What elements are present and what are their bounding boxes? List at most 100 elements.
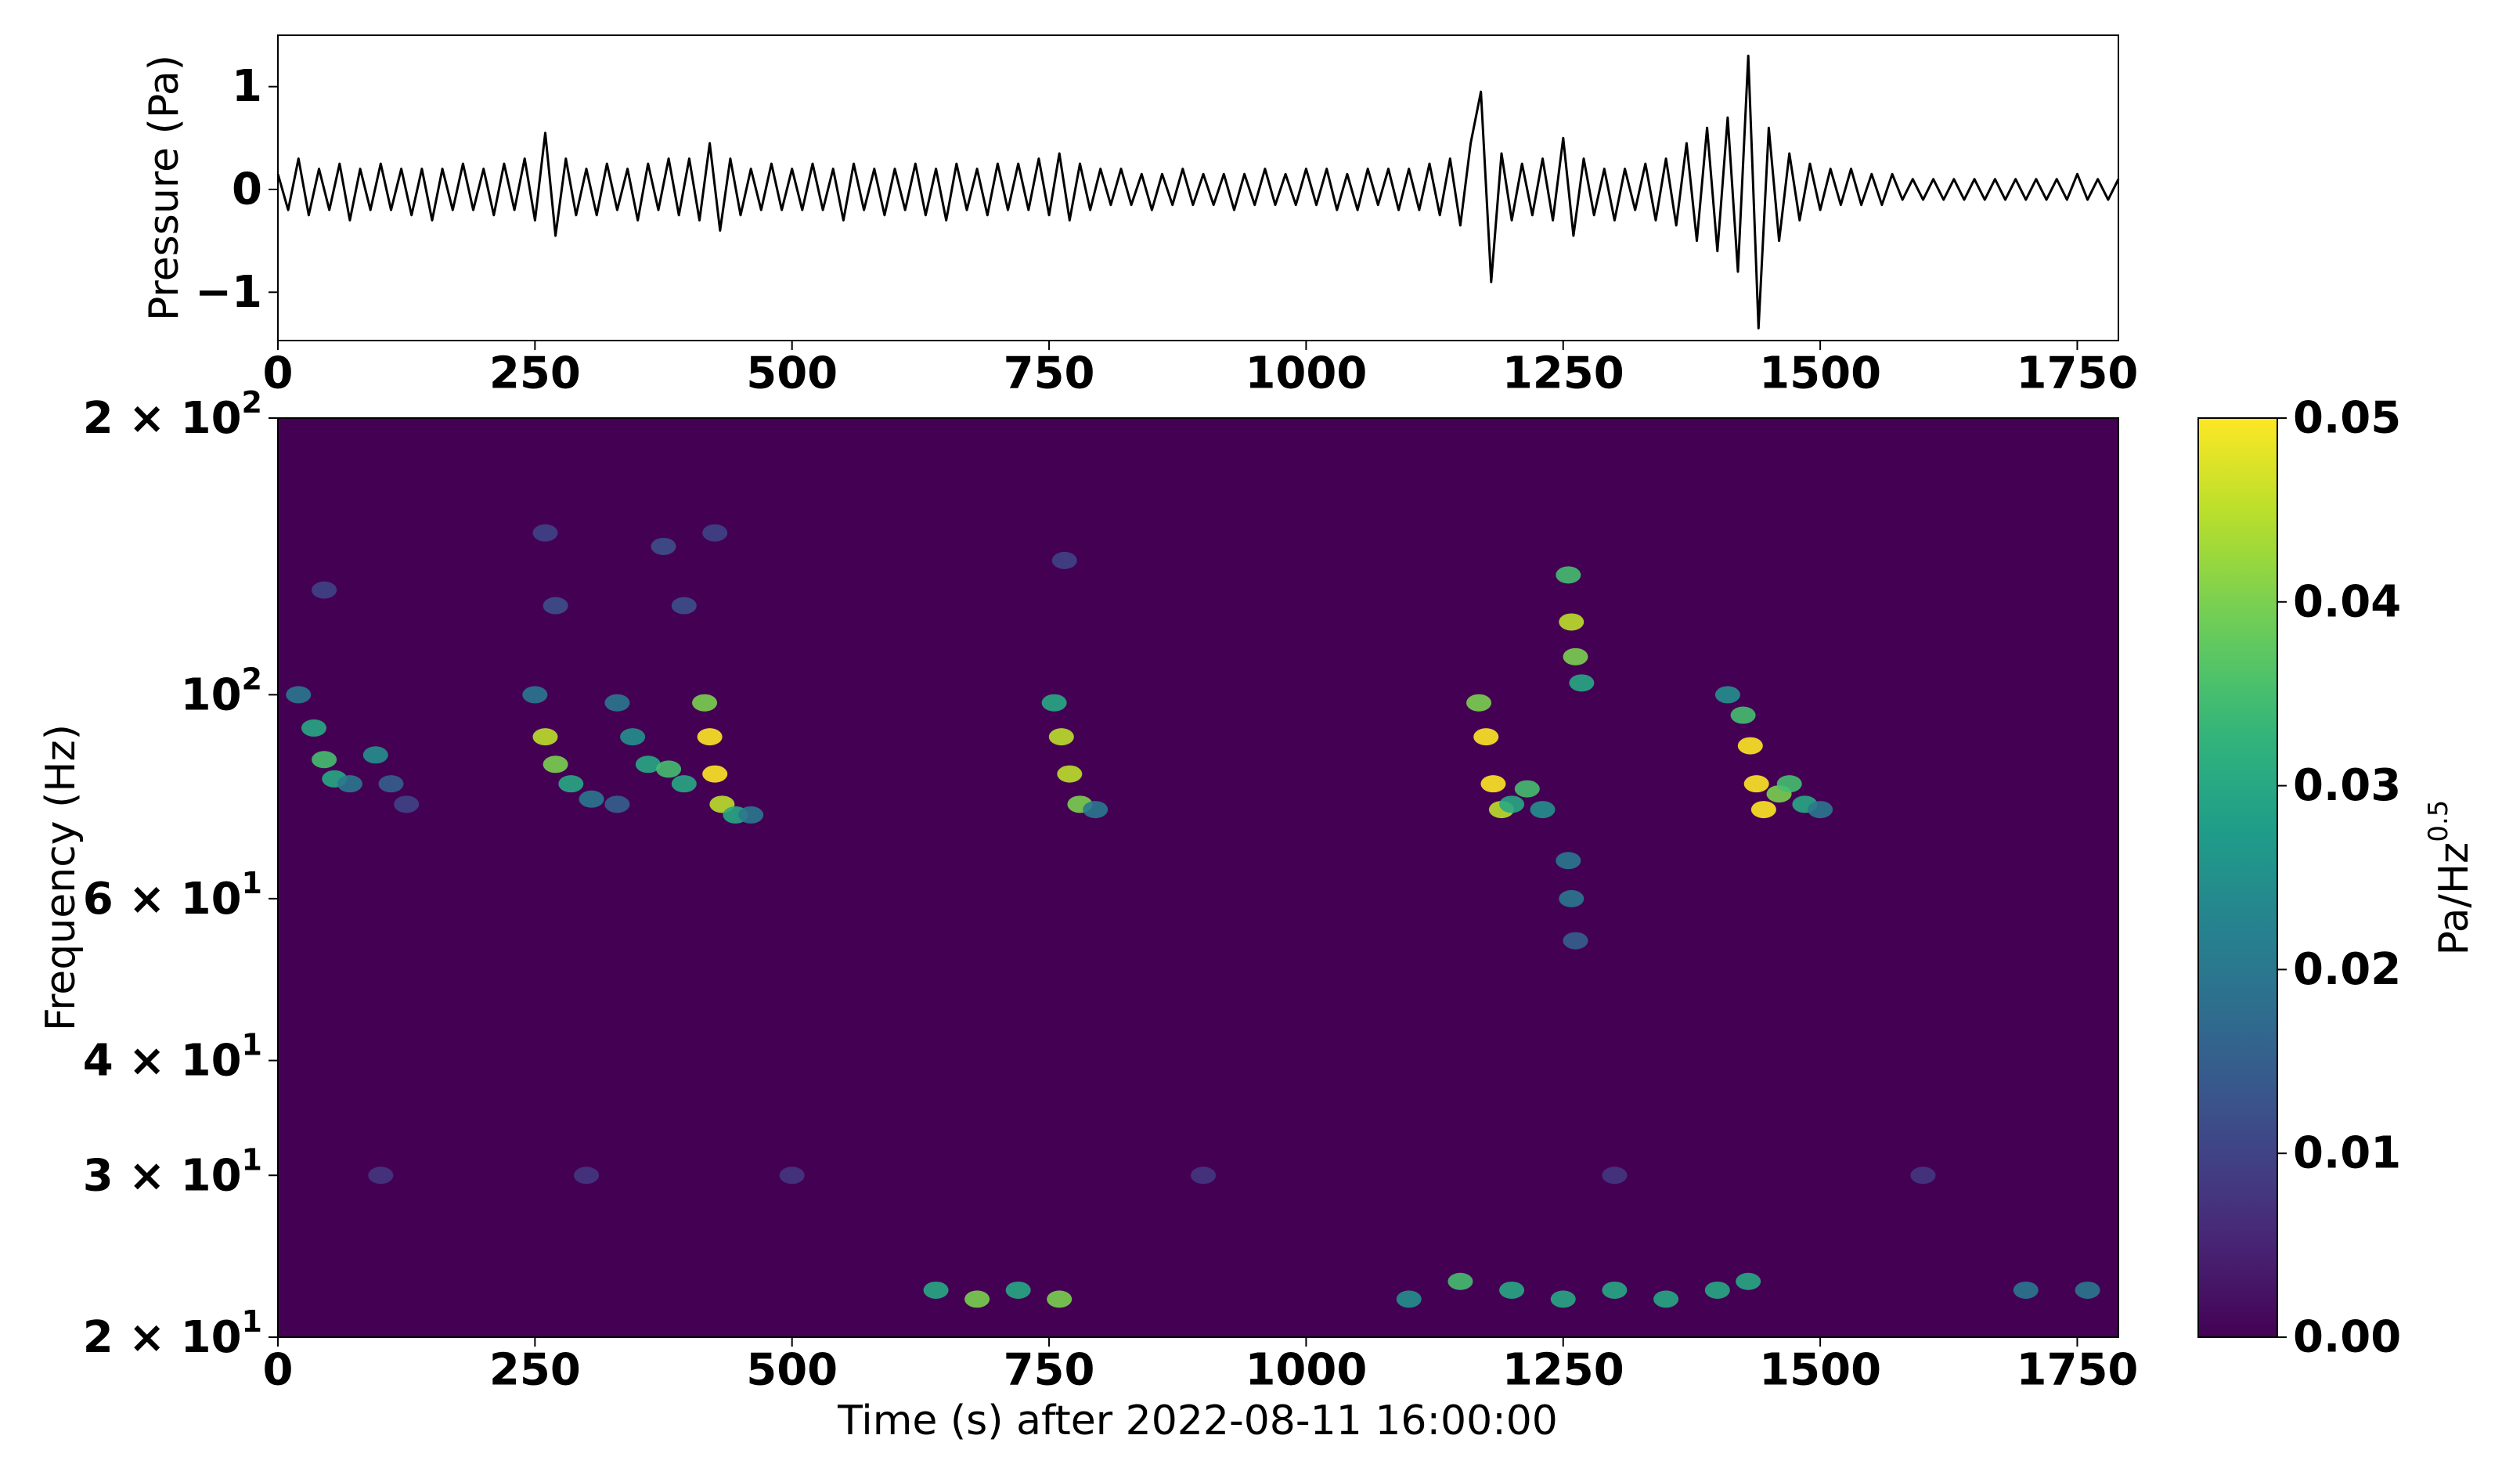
spectral-point xyxy=(532,524,558,542)
axes-frame xyxy=(277,417,2119,1338)
x-tick-label: 1750 xyxy=(2017,348,2139,399)
colorbar-tick-label: 0.01 xyxy=(2293,1128,2401,1179)
spectral-point xyxy=(1704,1281,1730,1299)
spectral-point xyxy=(964,1290,990,1308)
spectral-point xyxy=(522,686,548,704)
x-tick-label: 0 xyxy=(263,348,294,399)
spectral-point xyxy=(1602,1281,1628,1299)
spectral-point xyxy=(620,728,646,746)
y-tick-label-exponent: 1 xyxy=(242,1304,262,1339)
axes: 0 250 500 750 1000 1250 1500 1750−101 xyxy=(195,34,2139,399)
spectral-point xyxy=(1556,566,1581,584)
spectral-point xyxy=(1048,728,1074,746)
colorbar-tick-label: 0.03 xyxy=(2293,760,2401,811)
y-tick-label: 2 × 102 xyxy=(83,385,262,444)
colorbar-tick-label: 0.05 xyxy=(2293,393,2401,444)
spectral-point xyxy=(1499,795,1525,813)
x-tick-label: 1000 xyxy=(1245,348,1367,399)
y-tick-label-base: 10 xyxy=(181,669,242,720)
spectral-point xyxy=(1191,1167,1217,1185)
spectral-point xyxy=(1559,613,1584,631)
waveform-line xyxy=(276,54,2120,330)
axes-frame xyxy=(277,34,2119,341)
y-tick-label: 1 xyxy=(232,61,262,112)
y-tick-label: 3 × 101 xyxy=(83,1142,262,1201)
y-tick-label-base: 4 × 10 xyxy=(83,1035,242,1086)
spectral-point xyxy=(1563,647,1588,665)
spectral-point xyxy=(635,755,661,773)
x-axis-label: Time (s) after 2022-08-11 16:00:00 xyxy=(837,1397,1558,1444)
y-tick-label: −1 xyxy=(195,267,262,318)
spectral-point xyxy=(738,806,764,824)
spectral-point xyxy=(1750,801,1776,819)
spectral-point xyxy=(692,694,718,712)
spectral-point xyxy=(1473,728,1499,746)
y-tick-label: 6 × 101 xyxy=(83,866,262,925)
colorbar-tick-label: 0.04 xyxy=(2293,576,2401,627)
x-tick-label: 1250 xyxy=(1502,348,1624,399)
spectral-point xyxy=(362,746,388,764)
y-tick-label-base: 3 × 10 xyxy=(83,1150,242,1201)
spectral-point xyxy=(368,1167,394,1185)
spectral-point xyxy=(1743,775,1769,793)
spectral-point xyxy=(1556,852,1581,870)
y-tick-label-exponent: 1 xyxy=(242,1028,262,1062)
y-tick-label-base: 2 × 10 xyxy=(83,1312,242,1363)
x-tick-label: 1500 xyxy=(1759,1345,1881,1396)
spectral-point xyxy=(1447,1272,1473,1290)
spectral-point xyxy=(1602,1167,1628,1185)
spectral-point xyxy=(286,686,312,704)
spectral-point xyxy=(1041,694,1067,712)
spectral-point xyxy=(651,537,676,555)
spectral-point xyxy=(1714,686,1740,704)
y-axis-label: Frequency (Hz) xyxy=(38,724,85,1031)
spectral-point xyxy=(312,751,337,769)
spectral-point xyxy=(1057,765,1083,783)
spectral-point xyxy=(1569,674,1595,692)
x-tick-label: 0 xyxy=(263,1345,294,1396)
y-tick-label: 4 × 101 xyxy=(83,1028,262,1087)
spectral-point xyxy=(702,524,728,542)
spectral-point xyxy=(697,728,723,746)
spectral-point xyxy=(923,1281,949,1299)
spectral-point xyxy=(378,775,404,793)
spectral-point xyxy=(604,694,630,712)
spectral-point xyxy=(543,597,568,615)
spectral-point xyxy=(543,755,568,773)
x-tick-label: 500 xyxy=(746,348,838,399)
spectral-point xyxy=(394,795,420,813)
y-tick-label-exponent: 1 xyxy=(242,1142,262,1177)
x-tick-label: 750 xyxy=(1004,348,1095,399)
y-tick-label: 0 xyxy=(232,164,262,215)
spectral-point xyxy=(2075,1281,2100,1299)
x-tick-label: 500 xyxy=(746,1345,838,1396)
y-tick-label-exponent: 1 xyxy=(242,866,262,900)
spectral-point xyxy=(604,795,630,813)
spectral-point xyxy=(671,775,697,793)
spectral-point xyxy=(532,728,558,746)
x-tick-label: 1750 xyxy=(2017,1345,2139,1396)
y-axis-label: Pressure (Pa) xyxy=(141,55,188,321)
spectral-point xyxy=(1530,801,1556,819)
spectral-point xyxy=(1047,1290,1073,1308)
spectral-point xyxy=(1776,775,1802,793)
colorbar-label-exponent: 0.5 xyxy=(2423,800,2454,842)
spectral-point xyxy=(337,775,362,793)
spectrogram-cells xyxy=(286,524,2100,1308)
spectral-point xyxy=(1737,737,1763,755)
spectral-point xyxy=(574,1167,600,1185)
colorbar xyxy=(2197,417,2278,1338)
x-tick-label: 250 xyxy=(489,1345,581,1396)
y-tick-label: 102 xyxy=(181,662,262,720)
spectral-point xyxy=(1083,801,1109,819)
spectral-point xyxy=(1563,932,1588,950)
spectral-point xyxy=(1910,1167,1936,1185)
x-tick-label: 1250 xyxy=(1502,1345,1624,1396)
spectral-point xyxy=(1480,775,1506,793)
spectral-point xyxy=(301,719,326,737)
y-tick-label-exponent: 2 xyxy=(242,385,262,420)
spectral-point xyxy=(312,581,337,599)
